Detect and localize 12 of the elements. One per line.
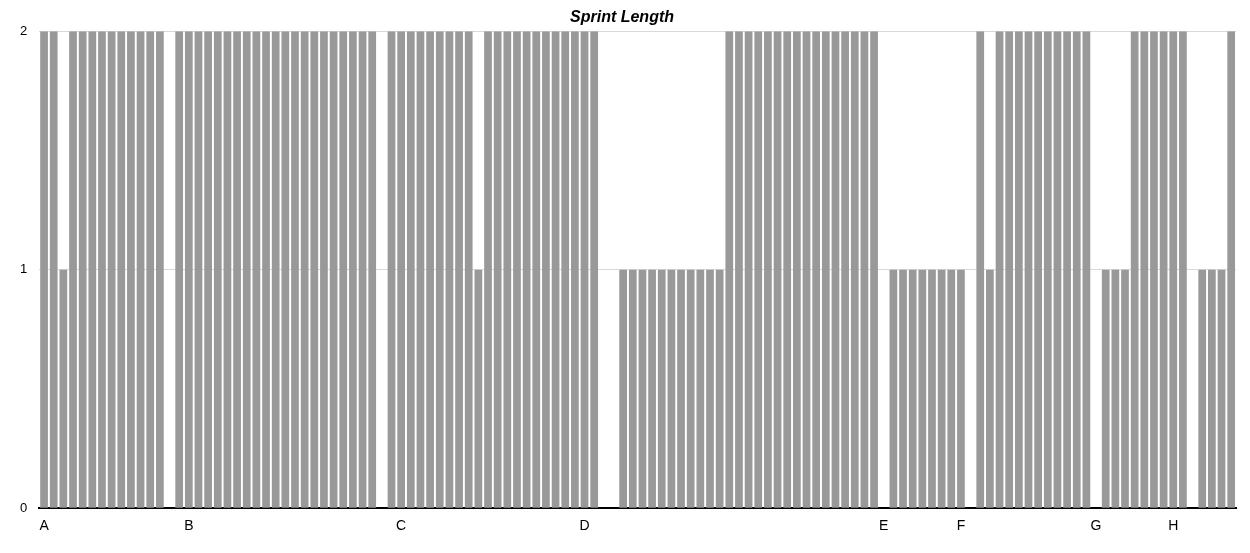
y-tick-label: 2	[20, 22, 28, 38]
x-tick-label: E	[879, 517, 889, 534]
x-tick-label: D	[579, 517, 590, 534]
x-tick-label: A	[39, 517, 50, 534]
chart-title: Sprint Length	[570, 8, 675, 26]
x-tick-label: G	[1090, 517, 1102, 534]
x-tick-label: F	[956, 517, 966, 534]
y-tick-label: 0	[20, 499, 28, 515]
x-tick-label: H	[1168, 517, 1179, 534]
x-tick-label: C	[396, 517, 407, 534]
x-tick-label: B	[184, 517, 194, 534]
y-tick-label: 1	[20, 261, 28, 277]
